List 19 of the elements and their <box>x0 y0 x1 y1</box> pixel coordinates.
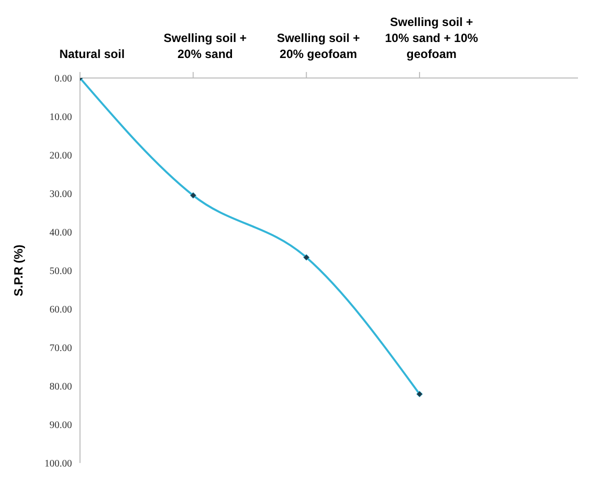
y-tick-label: 40.00 <box>50 228 72 239</box>
x-tick-label: Swelling soil + 10% sand + 10% geofoam <box>385 15 478 61</box>
y-tick-label: 60.00 <box>50 304 72 316</box>
y-tick-label: 10.00 <box>50 112 72 124</box>
y-tick-label: 80.00 <box>50 382 72 393</box>
x-tick-label: Natural soil <box>59 47 125 61</box>
x-tick-label: Swelling soil + 20% sand <box>164 31 247 61</box>
y-axis-title: S.P.R (%) <box>11 244 26 296</box>
point <box>190 192 196 199</box>
y-tick-label: 30.00 <box>50 189 72 200</box>
y-tick-label: 90.00 <box>50 420 72 432</box>
y-tick-label: 50.00 <box>50 266 72 278</box>
point <box>303 254 310 261</box>
y-tick-label: 70.00 <box>50 343 72 354</box>
point <box>416 390 423 398</box>
y-tick-label: 0.00 <box>54 74 72 85</box>
y-tick-label: 100.00 <box>44 458 72 470</box>
x-tick-label: Swelling soil + 20% geofoam <box>276 31 360 61</box>
y-tick-label: 20.00 <box>50 150 72 162</box>
